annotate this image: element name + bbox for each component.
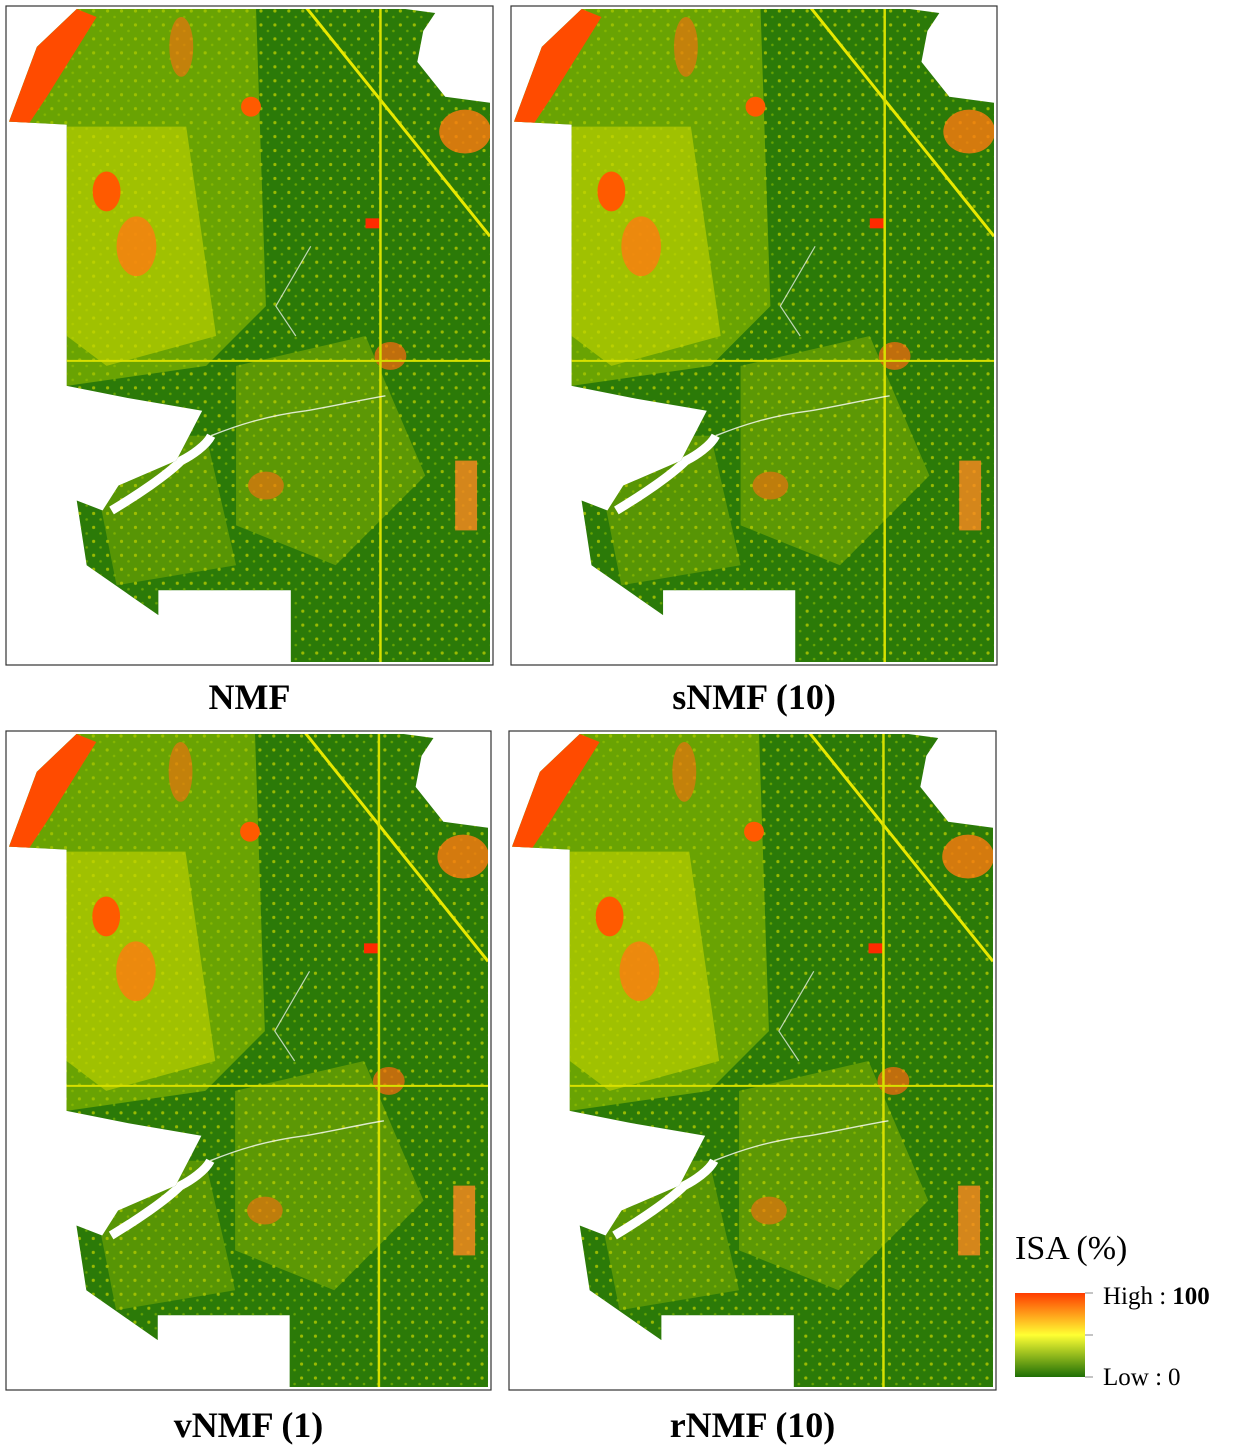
map-panels: NMF sNMF (10) vNMF (1) rNMF (10) (6, 6, 999, 1445)
map-panel: rNMF (10) (509, 731, 998, 1445)
legend-color-bar (1015, 1293, 1085, 1377)
panel-label: sNMF (10) (672, 677, 836, 717)
legend-high-label: High : (1103, 1283, 1166, 1310)
map-panel: sNMF (10) (511, 6, 999, 717)
legend-high-value: 100 (1172, 1283, 1210, 1310)
legend-low-value: 0 (1168, 1364, 1181, 1391)
panel-label: vNMF (1) (174, 1405, 324, 1445)
legend-low: Low :0 (1103, 1364, 1181, 1391)
figure: NMF sNMF (10) vNMF (1) rNMF (10) ISA (%) Hi… (0, 0, 1244, 1449)
legend-high: High :100 (1103, 1283, 1210, 1310)
map-panel: vNMF (1) (6, 731, 493, 1445)
panel-label: NMF (209, 677, 291, 717)
legend-low-label: Low : (1103, 1364, 1162, 1391)
map-panel: NMF (6, 6, 495, 717)
legend: ISA (%) High :100 Low :0 (1015, 1230, 1210, 1391)
panel-label: rNMF (10) (670, 1405, 836, 1445)
legend-title: ISA (%) (1015, 1230, 1127, 1267)
